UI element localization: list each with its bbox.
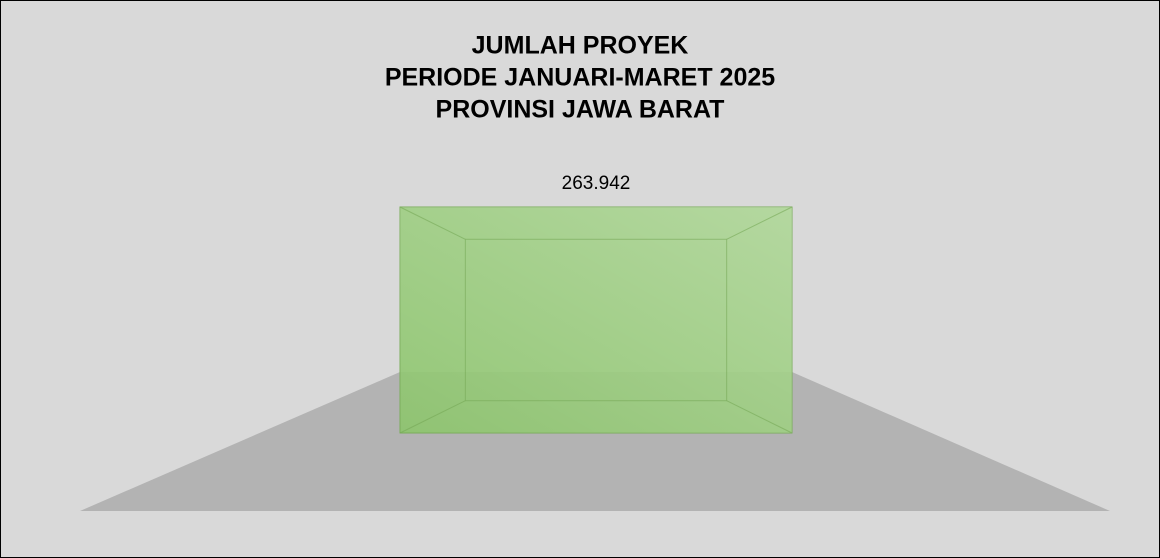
bar-edge [399,206,466,240]
chart-title: PROVINSI JAWA BARAT [436,96,725,124]
floor [80,372,1110,511]
chart-title: PERIODE JANUARI-MARET 2025 [385,64,775,92]
bar-shine [400,207,792,433]
bar-edge [399,400,466,434]
bar-edge [726,206,793,240]
chart-title: JUMLAH PROYEK [472,32,689,60]
bar-inner-face [464,238,728,402]
value-label: 263.942 [562,173,631,194]
bar-edge [726,400,793,434]
